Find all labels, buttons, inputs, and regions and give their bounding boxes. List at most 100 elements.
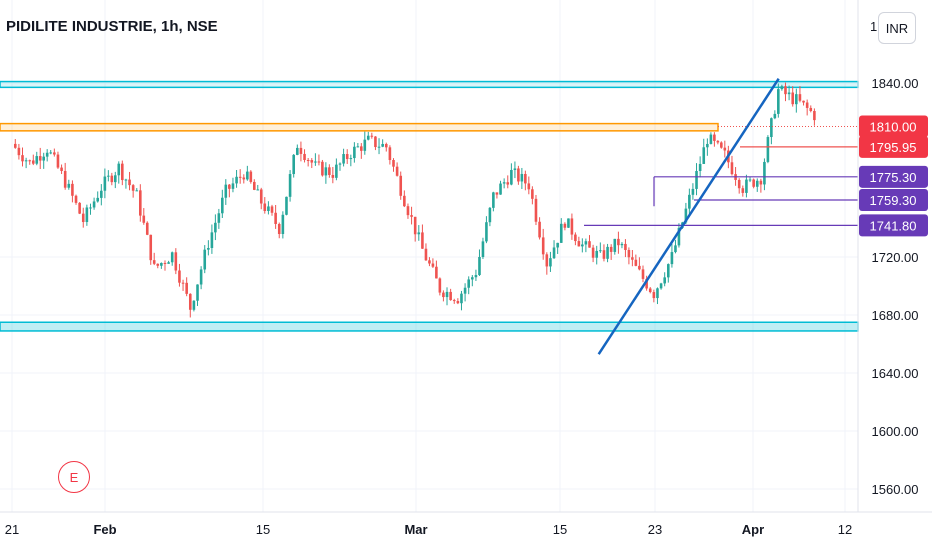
time-axis: 21 Feb 15 Mar 15 23 Apr 12 [5, 522, 852, 537]
candle [545, 252, 549, 275]
y-tick-label-top: 1 [870, 19, 877, 34]
candle-body [538, 221, 541, 238]
candle-body [188, 293, 192, 310]
candle-body [435, 266, 438, 279]
candle [259, 187, 263, 210]
candle-body [802, 100, 805, 103]
candle-body [456, 301, 460, 304]
candle [45, 149, 49, 162]
candle-body [663, 277, 666, 284]
candle [481, 237, 485, 259]
candle [795, 88, 798, 113]
earnings-marker[interactable]: E [58, 461, 90, 493]
candle-body [96, 197, 100, 202]
resistance-band [0, 80, 859, 89]
candle [659, 282, 663, 290]
candle [17, 143, 21, 160]
candle-body [645, 278, 648, 289]
x-tick-label: 15 [553, 522, 567, 537]
candle-body [181, 282, 185, 284]
candle-body [263, 203, 267, 211]
candle [21, 147, 24, 167]
candle-body [299, 147, 303, 154]
candle-body [353, 146, 356, 159]
candle-body [784, 86, 787, 95]
candle [467, 276, 470, 295]
price-label-text: 1795.95 [870, 140, 917, 155]
candle [634, 254, 638, 267]
candle [345, 149, 349, 164]
candle [798, 86, 802, 103]
candle-body [720, 142, 723, 148]
candle-body [214, 222, 217, 233]
candle [113, 171, 117, 189]
candle [809, 105, 813, 113]
candle-body [787, 92, 791, 95]
candle [787, 85, 791, 101]
candle-body [321, 161, 324, 176]
candle-body [403, 195, 406, 207]
candle [89, 203, 92, 215]
chart-title: PIDILITE INDUSTRIE, 1h, NSE [6, 18, 218, 35]
candle-body [667, 264, 670, 278]
candle [100, 184, 103, 206]
candle [174, 248, 178, 275]
candle [648, 287, 652, 294]
candle-body [281, 214, 285, 235]
candle [178, 263, 181, 287]
candle-body [602, 250, 606, 259]
candle [428, 257, 431, 267]
candle-body [656, 288, 659, 299]
candle-body [574, 234, 577, 242]
candle-body [356, 146, 360, 148]
candle-body [563, 223, 567, 228]
candle-body [217, 213, 221, 223]
candle [203, 245, 207, 274]
candle-body [691, 188, 695, 195]
candle-body [442, 292, 445, 298]
candle [677, 223, 681, 248]
candle-body [28, 160, 32, 162]
candle-body [113, 175, 117, 183]
candle [217, 208, 221, 229]
candle [292, 154, 295, 178]
candle [145, 221, 149, 236]
candle [38, 147, 42, 170]
candle-body [485, 222, 488, 242]
candle-body [506, 182, 510, 185]
candle-body [139, 190, 142, 216]
candle-body [270, 206, 274, 213]
candle [606, 243, 609, 263]
candle [474, 269, 478, 281]
currency-button[interactable]: INR [878, 12, 916, 44]
candle-body [481, 241, 485, 257]
candle-body [374, 136, 377, 148]
candle [224, 179, 228, 205]
candle-body [124, 179, 128, 181]
candle [92, 197, 96, 210]
candle [617, 231, 620, 254]
candle [188, 293, 192, 318]
candle-body [595, 250, 599, 258]
candle [349, 154, 353, 167]
candle-body [510, 169, 513, 185]
candle [730, 155, 734, 176]
candle-body [17, 147, 21, 156]
candle [620, 242, 624, 249]
candle-body [684, 208, 688, 223]
candle [366, 131, 370, 141]
candle [417, 225, 421, 241]
candle [656, 287, 659, 305]
candle-body [235, 176, 238, 184]
candle [131, 184, 135, 198]
candle [263, 197, 267, 214]
y-tick-label: 1560.00 [872, 482, 919, 497]
candle-body [713, 134, 716, 141]
candle [35, 151, 39, 166]
candle [242, 174, 246, 184]
candle-body [813, 110, 816, 121]
candle-body [702, 147, 706, 164]
candle-body [342, 154, 345, 164]
candle-body [502, 182, 506, 184]
